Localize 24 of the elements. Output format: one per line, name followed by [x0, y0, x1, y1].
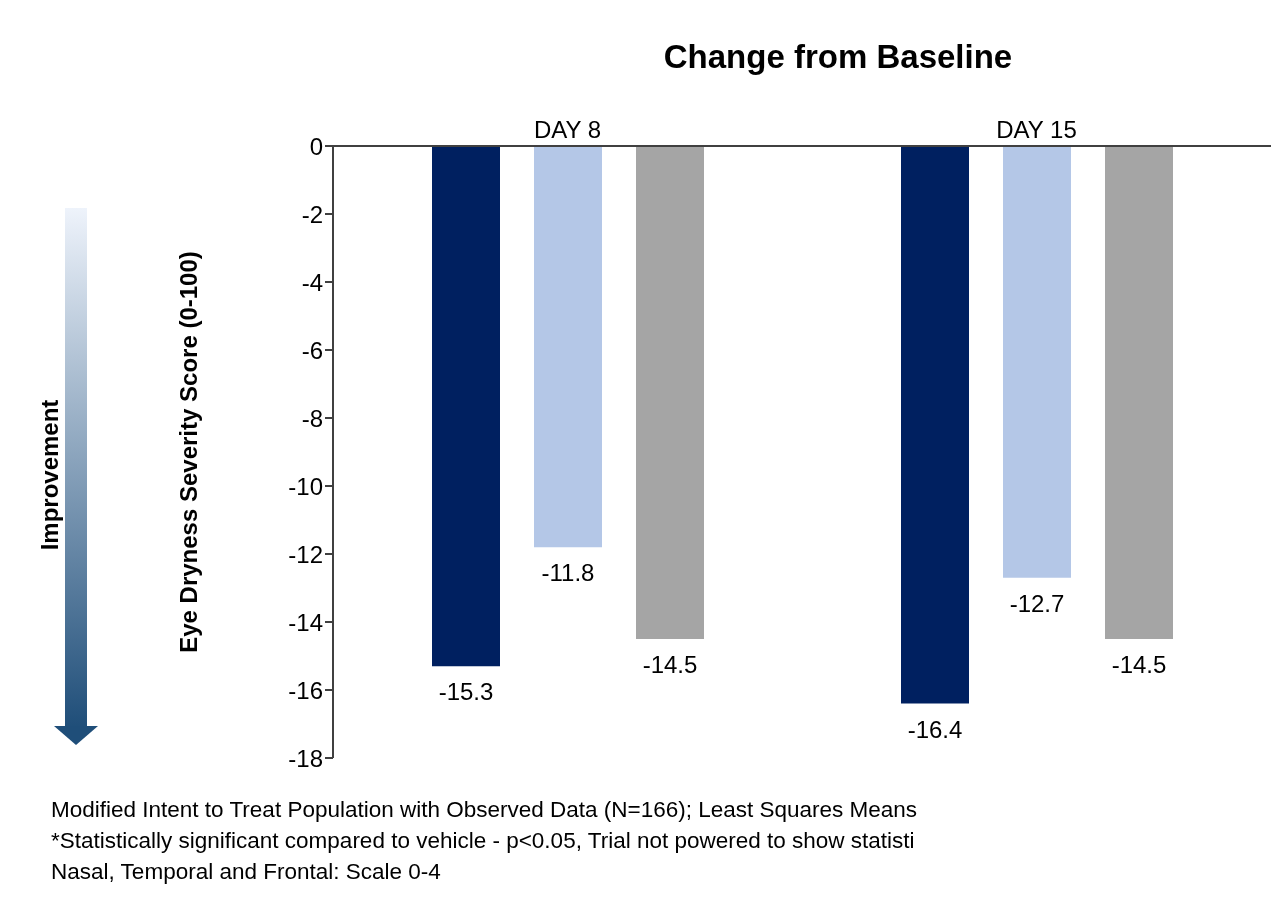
y-tick-label: -8: [301, 404, 323, 432]
y-tick-label: -12: [288, 540, 323, 568]
chart-title: Change from Baseline: [662, 38, 1014, 76]
text: Nasal, Temporal and Frontal: Scale 0-4: [51, 858, 442, 886]
x-tick-label: DAY 8: [533, 116, 602, 143]
data-label: -15.3: [438, 678, 494, 706]
y-axis-title: Eye Dryness Severity Score (0-100): [174, 251, 202, 653]
y-tick-label: 0: [309, 132, 323, 160]
text: *Statistically significant compared to vehicle - p<0.05, Trial not powered to show statisti: [51, 827, 916, 855]
data-label: -11.8: [541, 559, 595, 587]
data-label: -14.5: [642, 651, 698, 678]
text: Modified Intent to Treat Population with Observed Data (N=166); Least Squares Means: [51, 796, 918, 824]
y-tick-label: -14: [288, 608, 323, 636]
y-tick-label: -10: [288, 472, 323, 500]
y-tick-label: -6: [301, 336, 323, 364]
y-tick-label: -4: [301, 268, 323, 296]
y-tick-label: -2: [301, 200, 323, 228]
data-label: -14.5: [1111, 651, 1167, 678]
y-tick-label: -18: [288, 744, 323, 772]
text: Improvement: [36, 399, 63, 551]
x-tick-label: DAY 15: [996, 116, 1077, 143]
y-tick-label: -16: [288, 676, 323, 704]
data-label: -12.7: [1009, 589, 1065, 617]
data-label: -16.4: [907, 715, 963, 743]
